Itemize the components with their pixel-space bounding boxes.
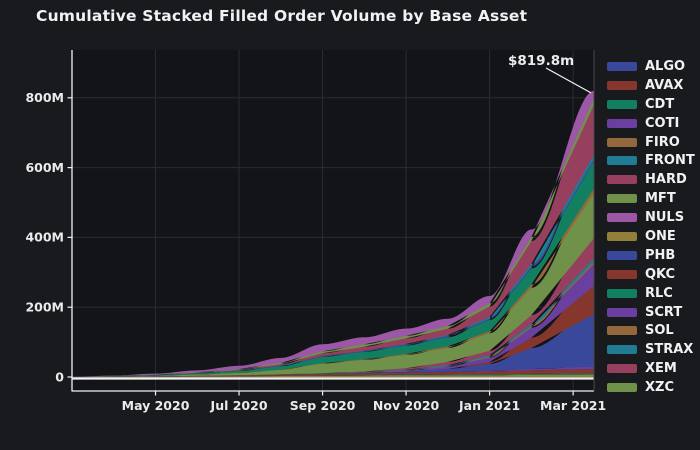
legend-label: XEM	[645, 361, 677, 377]
legend-item-avax: AVAX	[607, 76, 695, 95]
legend-swatch-icon	[607, 80, 637, 90]
legend-swatch-icon	[607, 137, 637, 147]
legend-label: CDT	[645, 96, 675, 112]
legend-swatch-icon	[607, 118, 637, 128]
legend-label: FIRO	[645, 134, 680, 150]
legend-label: PHB	[645, 247, 676, 263]
legend-item-mft: MFT	[607, 189, 695, 208]
legend-label: FRONT	[645, 153, 695, 169]
legend-label: ALGO	[645, 58, 686, 74]
chart-title: Cumulative Stacked Filled Order Volume b…	[36, 7, 528, 25]
legend-label: STRAX	[645, 342, 694, 358]
legend-swatch-icon	[607, 364, 637, 374]
legend-item-sol: SOL	[607, 321, 695, 340]
legend-swatch-icon	[607, 99, 637, 109]
legend-swatch-icon	[607, 156, 637, 166]
annotation-leader-line	[545, 67, 592, 94]
legend-swatch-icon	[607, 194, 637, 204]
x-tick-label: May 2020	[122, 398, 190, 413]
x-tick-label: Nov 2020	[373, 398, 440, 413]
legend-swatch-icon	[607, 213, 637, 223]
legend-swatch-icon	[607, 250, 637, 260]
y-tick-label: 200M	[25, 300, 64, 315]
y-tick-label: 600M	[25, 160, 64, 175]
legend-swatch-icon	[607, 326, 637, 336]
legend-item-phb: PHB	[607, 246, 695, 265]
legend-item-nuls: NULS	[607, 208, 695, 227]
legend-label: NULS	[645, 210, 685, 226]
legend-swatch-icon	[607, 175, 637, 185]
legend-swatch-icon	[607, 231, 637, 241]
legend-label: AVAX	[645, 77, 684, 93]
legend-swatch-icon	[607, 269, 637, 279]
legend-swatch-icon	[607, 307, 637, 317]
x-tick-label: Mar 2021	[540, 398, 606, 413]
legend-item-hard: HARD	[607, 170, 695, 189]
legend-item-one: ONE	[607, 227, 695, 246]
y-tick-label: 800M	[25, 90, 64, 105]
legend-label: XZC	[645, 380, 674, 396]
area-cdt	[72, 373, 594, 377]
x-tick-label: Jul 2020	[210, 398, 268, 413]
legend-item-algo: ALGO	[607, 57, 695, 76]
y-tick-label: 400M	[25, 230, 64, 245]
legend-item-front: FRONT	[607, 151, 695, 170]
legend-item-strax: STRAX	[607, 340, 695, 359]
legend-label: RLC	[645, 285, 673, 301]
legend-item-cdt: CDT	[607, 95, 695, 114]
legend-label: SOL	[645, 323, 674, 339]
legend: ALGO AVAX CDT COTI FIRO FRONT HARD MFT NULS ONE PH…	[607, 57, 695, 397]
legend-item-qkc: QKC	[607, 265, 695, 284]
y-tick-label: 0	[55, 369, 64, 384]
legend-swatch-icon	[607, 383, 637, 393]
legend-item-xem: XEM	[607, 359, 695, 378]
legend-label: MFT	[645, 191, 676, 207]
legend-label: ONE	[645, 228, 676, 244]
legend-item-xzc: XZC	[607, 378, 695, 397]
area-one	[72, 374, 594, 377]
legend-item-coti: COTI	[607, 114, 695, 133]
legend-swatch-icon	[607, 288, 637, 298]
annotation-label: $819.8m	[508, 53, 574, 69]
legend-label: SCRT	[645, 304, 683, 320]
legend-swatch-icon	[607, 345, 637, 355]
legend-label: HARD	[645, 172, 687, 188]
legend-label: QKC	[645, 266, 676, 282]
x-tick-label: Jan 2021	[458, 398, 520, 413]
x-tick-label: Sep 2020	[290, 398, 356, 413]
area-qkc	[72, 369, 594, 377]
legend-item-firo: FIRO	[607, 133, 695, 152]
legend-item-rlc: RLC	[607, 284, 695, 303]
legend-label: COTI	[645, 115, 680, 131]
legend-item-scrt: SCRT	[607, 303, 695, 322]
legend-swatch-icon	[607, 61, 637, 71]
